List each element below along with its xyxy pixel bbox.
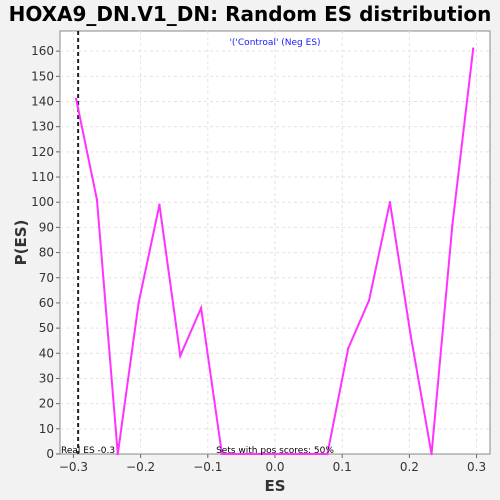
x-tick-label: −0.3 [59,460,88,474]
y-tick-label: 80 [39,246,54,260]
y-tick-label: 140 [31,95,54,109]
data-point [220,452,224,456]
pos-scores-label: Sets with pos scores: 50% [216,446,334,456]
y-tick-label: 0 [46,447,54,461]
y-tick-label: 150 [31,69,54,83]
data-point [409,334,412,337]
data-point [116,452,119,456]
data-point [179,354,182,358]
x-axis: −0.3 −0.2 −0.1 0.0 0.1 0.2 0.3 [59,454,486,474]
y-tick-label: 20 [39,397,54,411]
data-point [95,198,99,201]
y-tick-label: 160 [31,44,54,58]
data-point [472,47,475,50]
data-point [137,301,140,305]
x-tick-label: 0.0 [265,460,284,474]
legend-entry: '('Controal' (Neg ES) [229,38,320,48]
y-tick-label: 110 [31,170,54,184]
data-point [199,306,203,310]
y-tick-label: 10 [39,422,54,436]
data-point [430,452,433,456]
series-line [75,48,475,455]
y-tick-label: 90 [39,220,54,234]
y-tick-label: 60 [39,296,54,310]
chart-title: HOXA9_DN.V1_DN: Random ES distribution [8,2,492,26]
real-es-label: Real ES -0.3 [61,446,115,456]
data-point [367,299,371,302]
x-tick-label: −0.1 [193,460,222,474]
y-tick-label: 70 [39,271,54,285]
x-axis-title: ES [264,477,285,495]
x-tick-label: −0.2 [126,460,155,474]
series-points [74,47,475,456]
y-axis: 0 10 20 30 40 50 60 70 80 90 100 110 120 130 140 150 160 [31,44,60,461]
x-tick-label: 0.1 [333,460,352,474]
y-tick-label: 100 [31,195,54,209]
data-point [451,223,454,227]
x-tick-label: 0.2 [400,460,419,474]
y-tick-label: 130 [31,120,54,134]
data-point [74,97,78,101]
grid-lines [60,31,490,454]
data-point [158,203,161,206]
y-tick-label: 40 [39,346,54,360]
x-tick-label: 0.3 [467,460,486,474]
y-tick-label: 30 [39,371,54,385]
y-tick-label: 50 [39,321,54,335]
data-point [326,452,329,456]
y-tick-label: 120 [31,145,54,159]
y-axis-title: P(ES) [12,220,30,266]
data-point [347,347,350,350]
data-point [388,201,392,204]
